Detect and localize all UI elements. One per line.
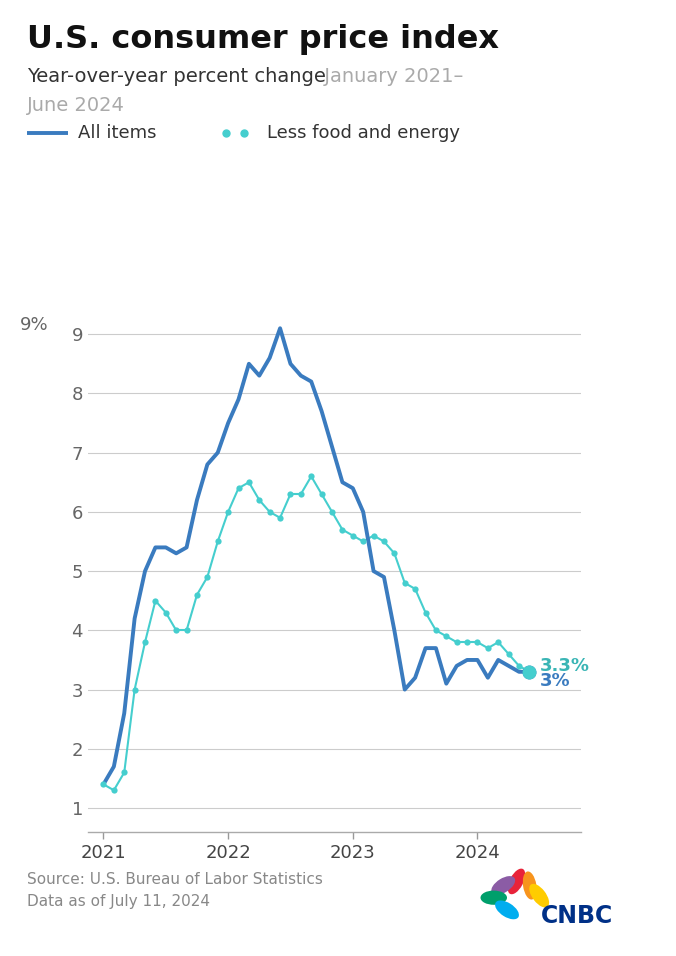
Text: Less food and energy: Less food and energy xyxy=(267,124,460,141)
Ellipse shape xyxy=(481,891,507,904)
Text: 3%: 3% xyxy=(540,672,571,689)
Ellipse shape xyxy=(491,876,515,895)
Text: January 2021–: January 2021– xyxy=(318,67,463,86)
Text: CNBC: CNBC xyxy=(541,904,613,928)
Ellipse shape xyxy=(529,884,549,907)
Text: U.S. consumer price index: U.S. consumer price index xyxy=(27,24,499,54)
Text: All items: All items xyxy=(78,124,156,141)
Text: Data as of July 11, 2024: Data as of July 11, 2024 xyxy=(27,894,210,909)
Ellipse shape xyxy=(495,901,519,920)
Text: Source: U.S. Bureau of Labor Statistics: Source: U.S. Bureau of Labor Statistics xyxy=(27,872,323,887)
Text: June 2024: June 2024 xyxy=(27,96,125,115)
Ellipse shape xyxy=(508,869,525,894)
Ellipse shape xyxy=(523,872,537,900)
Text: Year-over-year percent change: Year-over-year percent change xyxy=(27,67,326,86)
Text: 3.3%: 3.3% xyxy=(540,657,589,675)
Text: 9%: 9% xyxy=(20,316,49,335)
